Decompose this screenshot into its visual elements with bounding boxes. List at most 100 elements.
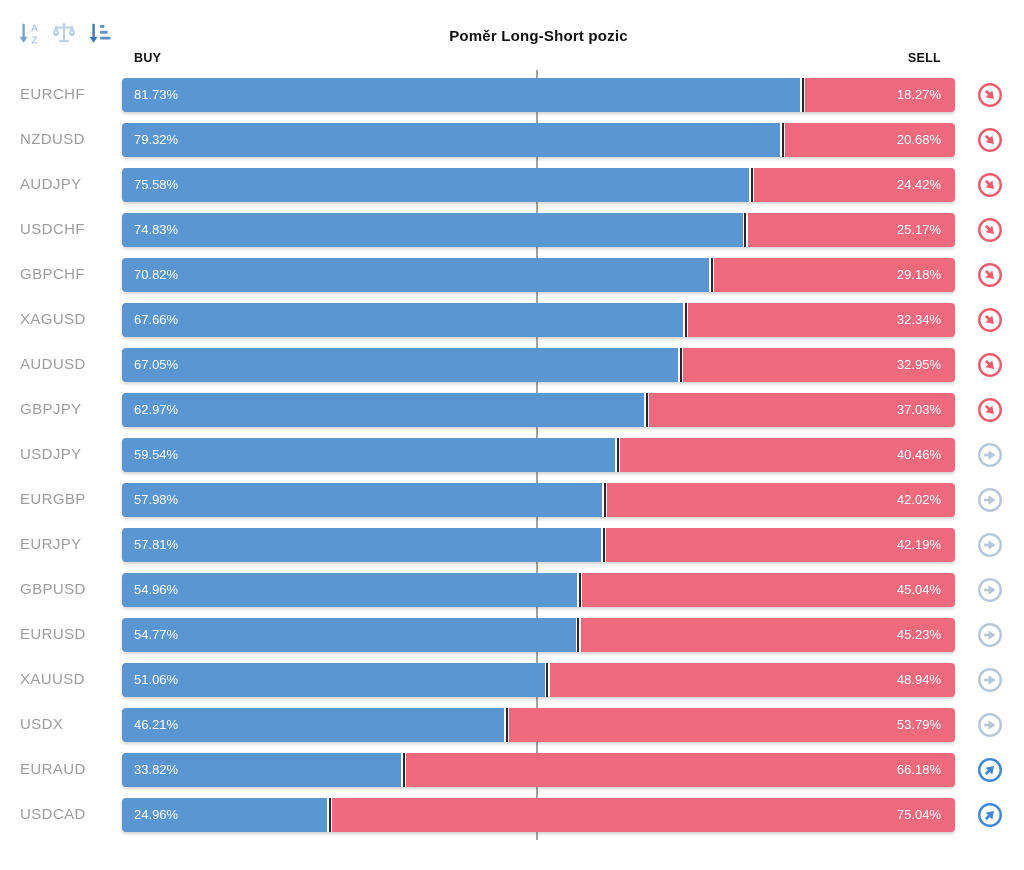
trend-down-glyph (978, 82, 1002, 107)
ratio-divider (327, 797, 333, 832)
ratio-bar[interactable]: 79.32% 20.68% (122, 122, 955, 157)
ratio-divider (615, 437, 621, 472)
sell-segment: 29.18% (711, 257, 955, 292)
buy-segment: 54.77% (122, 617, 579, 652)
ratio-bar[interactable]: 54.96% 45.04% (122, 572, 955, 607)
sell-segment: 75.04% (329, 797, 955, 832)
sell-percent: 53.79% (896, 716, 941, 732)
instrument-row: NZDUSD 79.32% 20.68% (0, 117, 1024, 162)
instrument-row: XAGUSD 67.66% 32.34% (0, 297, 1024, 342)
instrument-row: EURGBP 57.98% 42.02% (0, 477, 1024, 522)
ratio-bar[interactable]: 81.73% 18.27% (122, 77, 955, 112)
ratio-bar[interactable]: 24.96% 75.04% (122, 797, 955, 832)
sell-percent: 29.18% (896, 266, 941, 282)
ratio-bar[interactable]: 62.97% 37.03% (122, 392, 955, 427)
ratio-bar[interactable]: 67.05% 32.95% (122, 347, 955, 382)
sell-segment: 32.95% (680, 347, 955, 382)
instrument-label: EURAUD (20, 761, 86, 778)
ratio-bar[interactable]: 70.82% 29.18% (122, 257, 955, 292)
ratio-bar[interactable]: 57.98% 42.02% (122, 482, 955, 517)
ratio-bar[interactable]: 57.81% 42.19% (122, 527, 955, 562)
trend-neutral-icon[interactable] (977, 622, 1003, 648)
instrument-label: USDX (20, 716, 64, 733)
sort-amount-icon[interactable] (85, 19, 113, 47)
trend-down-icon[interactable] (977, 307, 1003, 333)
buy-segment: 79.32% (122, 122, 783, 157)
sell-percent: 42.19% (896, 536, 941, 552)
sell-segment: 45.23% (578, 617, 955, 652)
instrument-row: USDCHF 74.83% 25.17% (0, 207, 1024, 252)
trend-down-icon[interactable] (977, 82, 1003, 108)
buy-segment: 74.83% (122, 212, 746, 247)
buy-percent: 81.73% (134, 86, 179, 102)
trend-neutral-icon[interactable] (977, 667, 1003, 693)
trend-neutral-glyph (978, 487, 1002, 512)
ratio-bar[interactable]: 59.54% 40.46% (122, 437, 955, 472)
ratio-bar[interactable]: 54.77% 45.23% (122, 617, 955, 652)
instrument-label: GBPCHF (20, 266, 85, 283)
ratio-divider (602, 482, 608, 517)
trend-down-icon[interactable] (977, 352, 1003, 378)
trend-neutral-icon[interactable] (977, 712, 1003, 738)
sell-percent: 45.23% (896, 626, 941, 642)
ratio-bar[interactable]: 75.58% 24.42% (122, 167, 955, 202)
buy-segment: 67.66% (122, 302, 686, 337)
ratio-divider (683, 302, 689, 337)
ratio-bar[interactable]: 67.66% 32.34% (122, 302, 955, 337)
buy-percent: 46.21% (134, 716, 179, 732)
buy-segment: 57.81% (122, 527, 604, 562)
instrument-row: USDX 46.21% 53.79% (0, 702, 1024, 747)
sell-percent: 40.46% (896, 446, 941, 462)
trend-up-icon[interactable] (977, 757, 1003, 783)
buy-percent: 54.77% (134, 626, 179, 642)
trend-down-icon[interactable] (977, 172, 1003, 198)
ratio-bar[interactable]: 46.21% 53.79% (122, 707, 955, 742)
instrument-label: XAGUSD (20, 311, 86, 328)
ratio-divider (644, 392, 650, 427)
buy-percent: 57.98% (134, 491, 179, 507)
svg-text:A: A (31, 23, 39, 34)
trend-neutral-icon[interactable] (977, 487, 1003, 513)
buy-percent: 75.58% (134, 176, 179, 192)
buy-column-label: BUY (134, 51, 162, 65)
trend-down-icon[interactable] (977, 127, 1003, 153)
trend-neutral-icon[interactable] (977, 532, 1003, 558)
sell-percent: 18.27% (896, 86, 941, 102)
instrument-label: AUDJPY (20, 176, 82, 193)
trend-neutral-icon[interactable] (977, 577, 1003, 603)
balance-compare-icon[interactable] (50, 19, 78, 47)
sell-percent: 24.42% (896, 176, 941, 192)
ratio-divider (504, 707, 510, 742)
sell-percent: 45.04% (896, 581, 941, 597)
trend-down-icon[interactable] (977, 217, 1003, 243)
buy-segment: 54.96% (122, 572, 580, 607)
ratio-divider (780, 122, 786, 157)
instrument-label: GBPUSD (20, 581, 86, 598)
buy-segment: 70.82% (122, 257, 712, 292)
ratio-divider (800, 77, 806, 112)
instrument-label: EURUSD (20, 626, 86, 643)
trend-down-icon[interactable] (977, 397, 1003, 423)
buy-segment: 24.96% (122, 797, 330, 832)
sell-segment: 32.34% (685, 302, 955, 337)
sell-segment: 25.17% (745, 212, 955, 247)
buy-segment: 67.05% (122, 347, 681, 382)
ratio-divider (749, 167, 755, 202)
sell-segment: 42.19% (603, 527, 955, 562)
sell-segment: 53.79% (506, 707, 955, 742)
trend-up-icon[interactable] (977, 802, 1003, 828)
ratio-bar[interactable]: 74.83% 25.17% (122, 212, 955, 247)
trend-down-icon[interactable] (977, 262, 1003, 288)
instrument-label: EURCHF (20, 86, 85, 103)
buy-segment: 57.98% (122, 482, 605, 517)
ratio-bar[interactable]: 51.06% 48.94% (122, 662, 955, 697)
instrument-row: EURJPY 57.81% 42.19% (0, 522, 1024, 567)
sort-alphabetical-icon[interactable]: A Z (15, 19, 43, 47)
instrument-label: USDCAD (20, 806, 86, 823)
buy-segment: 51.06% (122, 662, 548, 697)
trend-neutral-icon[interactable] (977, 442, 1003, 468)
instrument-label: USDCHF (20, 221, 85, 238)
ratio-bar[interactable]: 33.82% 66.18% (122, 752, 955, 787)
instrument-row: USDCAD 24.96% 75.04% (0, 792, 1024, 837)
